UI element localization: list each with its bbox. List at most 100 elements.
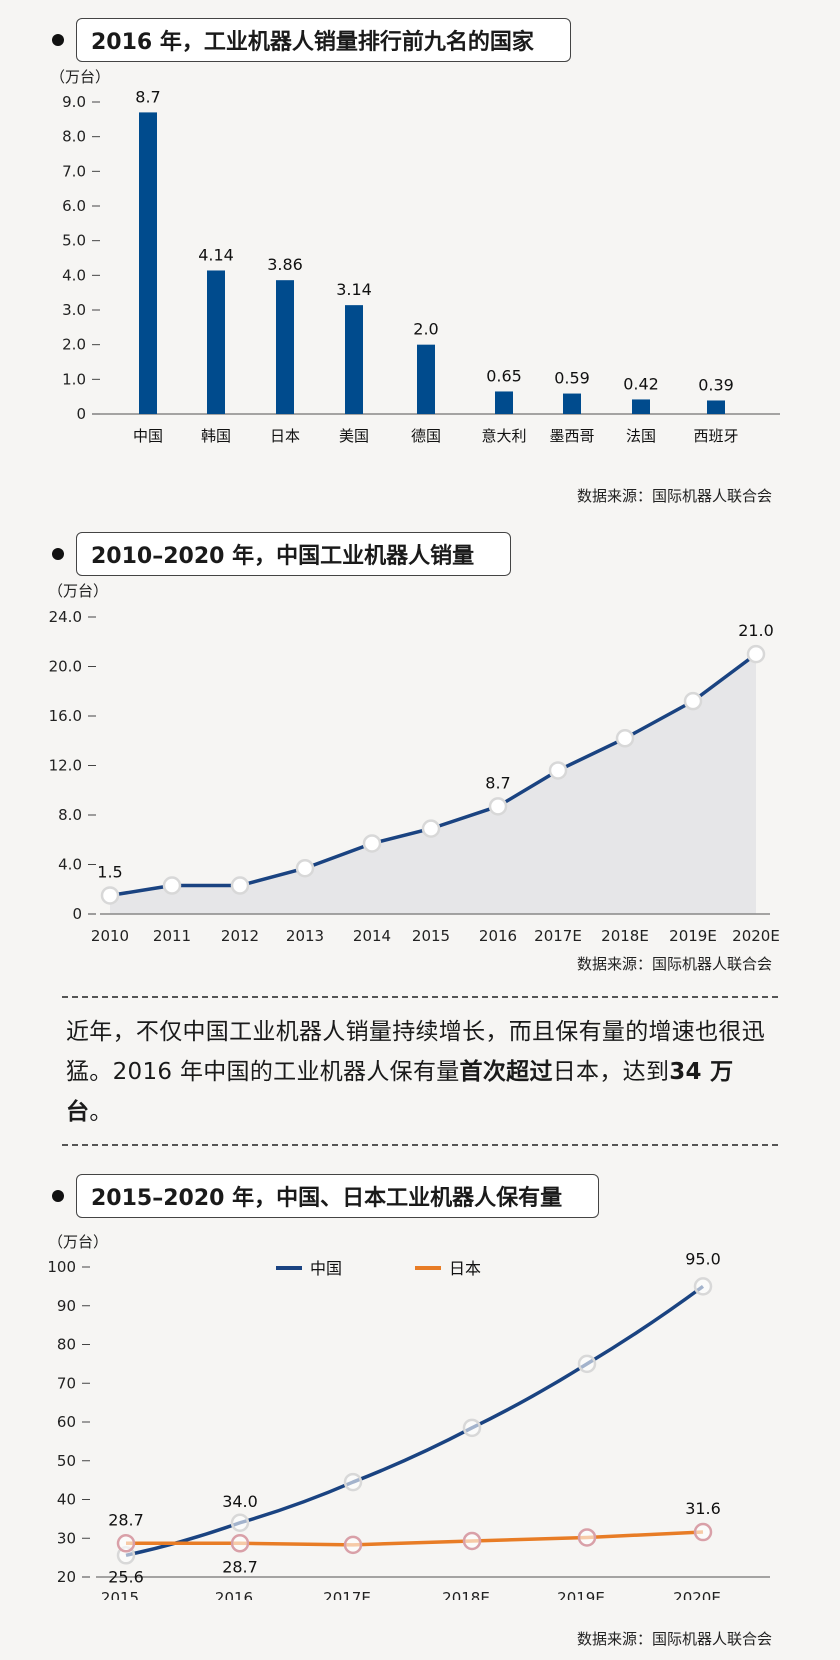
bullet-icon [52,1190,64,1202]
x-category-label: 2019E [669,927,717,945]
x-category-label: 2017E [323,1589,371,1600]
narrative-paragraph: 近年，不仅中国工业机器人销量持续增长，而且保有量的增速也很迅猛。2016 年中国… [62,998,778,1144]
bar-value-label: 3.86 [267,255,303,274]
bar-value-label: 8.7 [135,87,160,106]
x-category-label: 2014 [353,927,391,945]
y-tick-label: 8.0 [62,128,86,146]
bar-value-label: 4.14 [198,245,234,264]
data-value-label: 1.5 [97,862,122,881]
data-point [693,1522,713,1542]
x-category-label: 法国 [626,427,656,445]
y-tick-label: 30 [57,1529,76,1547]
data-point [421,819,441,838]
chart-2-title: 2010–2020 年，中国工业机器人销量 [76,532,512,576]
data-point [746,644,766,664]
y-tick-label: 50 [57,1452,76,1470]
y-tick-label: 7.0 [62,162,86,180]
x-category-label: 韩国 [201,427,231,445]
data-point [230,1513,250,1532]
data-point [462,1418,482,1438]
bar [632,399,650,414]
y-tick-label: 4.0 [58,856,82,874]
data-point [462,1531,482,1551]
bar-value-label: 2.0 [413,320,438,339]
bar [495,391,513,414]
y-tick-label: 90 [57,1297,76,1315]
y-tick-label: 70 [57,1374,76,1392]
y-axis-unit-label: （万台） [48,1233,108,1251]
data-value-label: 8.7 [485,773,510,792]
data-point [230,1534,250,1553]
data-point [295,858,315,878]
data-point [162,876,182,895]
legend-label: 中国 [310,1259,342,1278]
data-point [100,886,120,905]
divider-top [62,996,778,998]
para-bold-1: 首次超过 [459,1059,553,1085]
series-line [125,1284,705,1558]
data-value-label: 28.7 [222,1557,258,1576]
x-category-label: 2012 [221,927,259,945]
bar [563,393,581,414]
area-chart-china-sales: （万台） 0 4.0 8.0 12.0 16.0 20.0 24.0 2010 2011 2012 2… [48,582,780,945]
bar [276,280,294,414]
data-point [577,1528,597,1547]
chart-1-source: 数据来源：国际机器人联合会 [576,487,772,505]
x-category-label: 墨西哥 [549,427,594,445]
x-category-label: 意大利 [481,427,526,445]
bar-value-label: 0.39 [698,375,734,394]
bar-value-label: 3.14 [336,280,372,299]
section-1-header: 2016 年，工业机器人销量排行前九名的国家 [52,18,571,62]
area-fill [110,654,756,914]
data-value-label: 21.0 [738,621,774,640]
data-point [693,1277,713,1296]
section-2-header: 2010–2020 年，中国工业机器人销量 [52,532,512,576]
data-value-label: 25.6 [108,1567,144,1586]
data-value-label: 28.7 [108,1510,144,1529]
data-point [343,1472,363,1492]
x-category-label: 日本 [270,427,300,445]
bar-value-label: 0.65 [486,366,522,385]
y-tick-label: 6.0 [62,197,86,215]
data-point [548,761,568,780]
x-category-label: 2011 [153,927,191,945]
x-category-label: 中国 [133,427,163,445]
x-category-label: 美国 [339,427,369,445]
y-tick-label: 1.0 [62,370,86,388]
bar-value-label: 0.59 [554,369,590,388]
x-category-label: 2013 [286,927,324,945]
data-point [683,691,703,711]
data-value-label: 31.6 [685,1499,721,1518]
y-tick-label: 80 [57,1336,76,1354]
y-tick-label: 9.0 [62,93,86,111]
narrative-block: 近年，不仅中国工业机器人销量持续增长，而且保有量的增速也很迅猛。2016 年中国… [62,996,778,1146]
x-category-label: 2020E [732,927,780,945]
y-tick-label: 0 [76,405,86,423]
y-tick-label: 40 [57,1491,76,1509]
bullet-icon [52,34,64,46]
x-category-label: 西班牙 [693,427,738,445]
chart-1-title: 2016 年，工业机器人销量排行前九名的国家 [76,18,571,62]
data-point [577,1354,597,1374]
divider-bottom [62,1144,778,1146]
chart-3-source: 数据来源：国际机器人联合会 [576,1630,772,1648]
para-text-1: 近年，不仅中国工业机器人销量持续增长，而且保有量的增速也很迅猛。2016 年中国… [66,1019,765,1085]
y-tick-label: 4.0 [62,266,86,284]
bar-value-label: 0.42 [623,374,659,393]
para-text-2: 日本，达到 [552,1059,670,1085]
y-tick-label: 12.0 [49,757,82,775]
bar-chart-sales-ranking: （万台） 0 1.0 2.0 3.0 4.0 5.0 6.0 7.0 8.0 9.0 8.7 中国 4.1… [50,68,780,445]
y-tick-label: 100 [47,1258,76,1276]
legend-label: 日本 [449,1259,481,1278]
data-point [362,834,382,853]
y-tick-label: 24.0 [49,608,82,626]
x-category-label: 2016 [215,1589,253,1600]
y-axis-unit-label: （万台） [48,582,108,600]
data-point [116,1534,136,1553]
section-3-header: 2015–2020 年，中国、日本工业机器人保有量 [52,1174,600,1218]
para-bold-2: 34 万台 [66,1059,734,1125]
bar [139,112,157,415]
line-chart-robot-stock: （万台） 20 30 40 50 60 70 80 90 100 中国 日本 2015 2016 2017E… [47,1233,770,1600]
data-point [343,1535,363,1555]
y-tick-label: 60 [57,1413,76,1431]
